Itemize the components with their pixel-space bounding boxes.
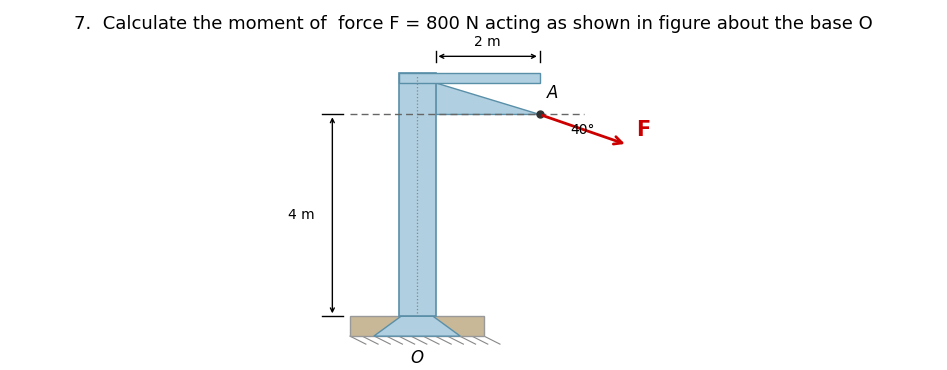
Polygon shape <box>436 83 540 114</box>
Bar <box>350 316 484 336</box>
Bar <box>399 73 436 316</box>
Bar <box>399 73 540 83</box>
Text: A: A <box>546 84 558 102</box>
Polygon shape <box>374 316 460 336</box>
Text: 40°: 40° <box>570 124 595 138</box>
Text: 2 m: 2 m <box>474 35 501 49</box>
Text: F: F <box>636 120 651 140</box>
Text: 4 m: 4 m <box>288 208 314 222</box>
Text: O: O <box>410 349 423 367</box>
Text: 7.  Calculate the moment of  force F = 800 N acting as shown in figure about the: 7. Calculate the moment of force F = 800… <box>74 14 873 33</box>
